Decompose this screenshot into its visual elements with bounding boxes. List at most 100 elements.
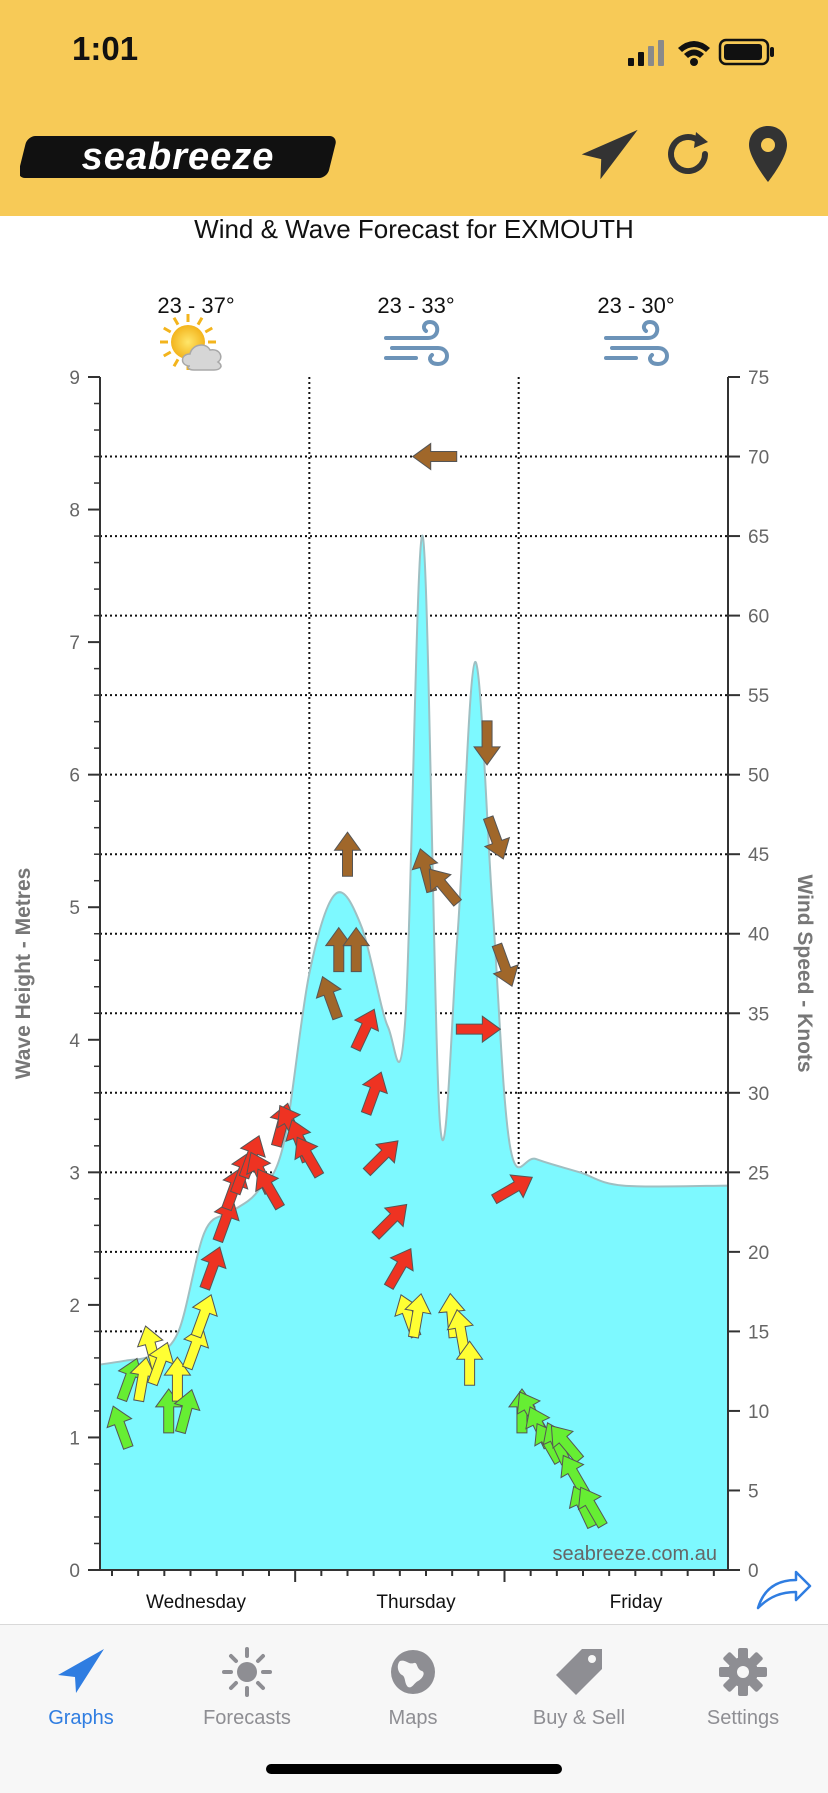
wind-arrow: [490, 1174, 534, 1205]
svg-text:seabreeze: seabreeze: [82, 136, 275, 178]
wind-icon: [604, 319, 669, 367]
tab-label: Forecasts: [203, 1707, 291, 1729]
wind-arrow: [482, 815, 511, 860]
wave-height-area: [99, 535, 729, 1571]
right-tick-label: 20: [748, 1243, 769, 1264]
wind-arrow: [362, 1140, 399, 1177]
wind-arrow: [428, 868, 463, 907]
wind-arrow: [315, 975, 343, 1021]
wind-arrow: [173, 1388, 201, 1435]
left-tick-label: 0: [69, 1561, 80, 1582]
day-temp: 23 - 30°: [597, 293, 674, 318]
wind-stroke: [604, 319, 660, 340]
right-tick-label: 60: [748, 607, 769, 628]
share-icon[interactable]: [756, 1570, 812, 1610]
tab-buy-sell[interactable]: Buy & Sell: [504, 1645, 654, 1735]
arrow-icon: [58, 1649, 104, 1693]
wind-icon: [384, 319, 449, 367]
watermark: seabreeze.com.au: [552, 1543, 717, 1565]
left-tick-label: 4: [69, 1031, 80, 1052]
tab-label: Settings: [706, 1707, 780, 1729]
tab-settings[interactable]: Settings: [668, 1645, 818, 1735]
right-tick-label: 45: [748, 845, 769, 866]
right-axis-title: Wind Speed - Knots: [793, 874, 816, 1072]
left-tick-label: 2: [69, 1296, 80, 1317]
right-tick-label: 5: [748, 1481, 759, 1502]
right-tick-label: 75: [748, 368, 769, 389]
right-tick-label: 65: [748, 527, 769, 548]
sun-icon: [222, 1647, 272, 1697]
wind-arrow: [255, 1168, 286, 1211]
sun-ray: [172, 358, 180, 367]
status-icons: [628, 38, 774, 66]
day-temp: 23 - 33°: [377, 293, 454, 318]
wind-arrow: [404, 1292, 432, 1339]
left-tick-label: 9: [69, 368, 80, 389]
status-time: 1:01: [72, 30, 139, 67]
refresh-icon[interactable]: [656, 122, 720, 186]
tab-maps[interactable]: Maps: [338, 1645, 488, 1735]
day-label: Thursday: [376, 1592, 456, 1613]
location-arrow-icon[interactable]: [576, 122, 640, 186]
wind-arrow: [473, 720, 502, 766]
right-tick-label: 50: [748, 766, 769, 787]
gear-icon: [719, 1648, 767, 1696]
tab-forecasts[interactable]: Forecasts: [172, 1645, 322, 1735]
cloud: [181, 344, 222, 371]
tab-label: Graphs: [48, 1707, 114, 1729]
wind-arrow: [455, 1015, 502, 1044]
day-temp: 23 - 37°: [157, 293, 234, 318]
seabreeze-logo[interactable]: seabreeze: [20, 134, 340, 180]
home-indicator: [266, 1764, 562, 1774]
sun-ray: [163, 350, 172, 358]
right-tick-label: 40: [748, 925, 769, 946]
wind-arrow: [181, 1325, 210, 1371]
wind-arrow: [342, 926, 371, 973]
signal-icon: [628, 40, 664, 66]
right-tick-label: 25: [748, 1163, 769, 1184]
wind-arrow: [577, 1486, 608, 1529]
sun-ray: [163, 326, 172, 334]
right-tick-label: 35: [748, 1004, 769, 1025]
tag-icon: [556, 1649, 602, 1695]
battery-icon: [718, 38, 774, 66]
tab-label: Buy & Sell: [532, 1707, 626, 1729]
wind-arrow: [333, 831, 362, 877]
left-tick-label: 6: [69, 766, 80, 787]
tab-graphs[interactable]: Graphs: [6, 1645, 156, 1735]
wind-arrow: [350, 1008, 380, 1052]
wind-arrow: [190, 1294, 218, 1339]
wind-stroke: [610, 346, 669, 367]
wind-arrow: [550, 1425, 585, 1464]
sun-cloud-icon: [160, 314, 222, 371]
wind-arrow: [437, 1292, 466, 1339]
wind-stroke: [384, 319, 440, 340]
wind-wave-chart: 0123456789051015202530354045505560657075…: [12, 293, 816, 1613]
wind-arrow: [411, 442, 458, 471]
wind-stroke: [390, 346, 449, 367]
sun-ray: [196, 317, 204, 326]
globe-icon: [391, 1650, 435, 1694]
right-tick-label: 10: [748, 1402, 769, 1423]
left-axis-title: Wave Height - Metres: [12, 868, 35, 1080]
sun-ray: [204, 326, 213, 334]
right-tick-label: 55: [748, 686, 769, 707]
right-tick-label: 0: [748, 1561, 759, 1582]
map-pin-icon[interactable]: [736, 122, 800, 186]
day-label: Friday: [610, 1592, 663, 1613]
left-tick-label: 1: [69, 1428, 80, 1449]
wind-arrow: [106, 1405, 134, 1450]
wind-arrow: [360, 1071, 388, 1116]
tab-label: Maps: [388, 1707, 438, 1729]
page-title: Wind & Wave Forecast for EXMOUTH: [194, 214, 634, 244]
left-tick-label: 5: [69, 898, 80, 919]
sun-ray: [172, 317, 180, 326]
wind-arrow: [294, 1136, 325, 1179]
wind-arrow: [199, 1246, 227, 1291]
wifi-icon: [678, 41, 710, 66]
wind-arrow: [371, 1203, 408, 1240]
wind-arrow: [455, 1340, 484, 1386]
app-header: 1:01 seabreeze: [0, 0, 828, 216]
left-tick-label: 7: [69, 633, 80, 654]
left-tick-label: 8: [69, 501, 80, 522]
